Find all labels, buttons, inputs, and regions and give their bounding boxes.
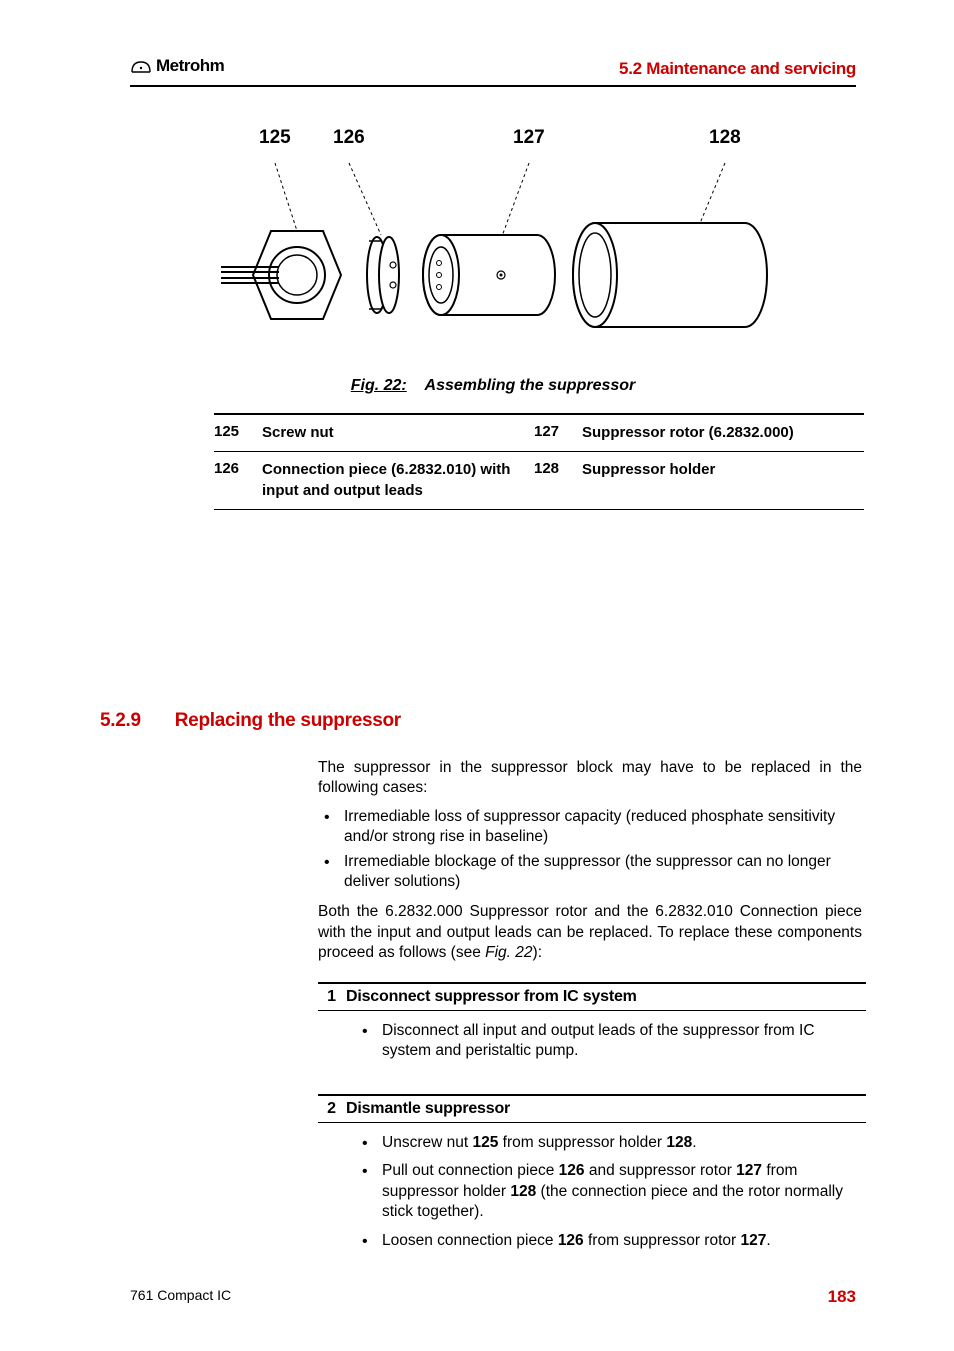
step-block: 2Dismantle suppressor Unscrew nut 125 fro… [318,1094,866,1265]
part-num: 125 [214,423,262,443]
section-title: Replacing the suppressor [175,710,401,732]
text-run: and suppressor rotor [585,1162,737,1179]
page-header: Metrohm 5.2 Maintenance and servicing [130,56,856,87]
step-title: Disconnect suppressor from IC system [346,988,637,1006]
list-item: Disconnect all input and output leads of… [356,1021,866,1062]
figure-caption-tag: Fig. 22: [351,377,407,394]
page-footer: 761 Compact IC 183 [130,1287,856,1307]
step-number: 1 [318,988,346,1006]
text-run: 127 [740,1232,766,1249]
text-run: Loosen connection piece [382,1232,558,1249]
part-desc: Screw nut [262,423,534,443]
table-row: 126 Connection piece (6.2832.010) with i… [214,452,864,510]
text-run: Both the 6.2832.000 Suppressor rotor and… [318,903,862,961]
text-run: 127 [736,1162,762,1179]
body-text: The suppressor in the suppressor block m… [318,758,862,964]
list-item: Irremediable loss of suppressor capacity… [318,807,862,848]
footer-model: 761 Compact IC [130,1287,231,1307]
text-run: 128 [510,1183,536,1200]
step-body: Unscrew nut 125 from suppressor holder 1… [318,1123,866,1265]
logo-icon [130,58,152,74]
figure-reference: Fig. 22 [485,944,532,961]
text-run: . [692,1134,696,1151]
step-block: 1Disconnect suppressor from IC systemDis… [318,982,866,1076]
list-item: Loosen connection piece 126 from suppres… [356,1231,866,1251]
table-row: 125 Screw nut 127 Suppressor rotor (6.28… [214,415,864,452]
figure-caption: Fig. 22: Assembling the suppressor [351,377,636,395]
part-desc: Suppressor holder [582,460,854,501]
text-run: from suppressor holder [498,1134,666,1151]
figure-area: 125 126 127 128 [130,127,856,395]
paragraph: Both the 6.2832.000 Suppressor rotor and… [318,902,862,963]
step-list: Unscrew nut 125 from suppressor holder 1… [356,1133,866,1251]
part-num: 126 [214,460,262,501]
text-run: . [766,1232,770,1249]
text-run: Pull out connection piece [382,1162,559,1179]
bullet-list: Irremediable loss of suppressor capacity… [318,807,862,893]
text-run: ): [533,944,542,961]
suppressor-diagram [213,157,773,355]
step-number: 2 [318,1100,346,1118]
paragraph: The suppressor in the suppressor block m… [318,758,862,799]
step-body: Disconnect all input and output leads of… [318,1011,866,1076]
list-item: Unscrew nut 125 from suppressor holder 1… [356,1133,866,1153]
parts-table: 125 Screw nut 127 Suppressor rotor (6.28… [214,413,864,510]
step-header: 2Dismantle suppressor [318,1094,866,1123]
header-title: 5.2 Maintenance and servicing [619,59,856,79]
logo-text: Metrohm [156,56,224,76]
part-num: 127 [534,423,582,443]
callout-126: 126 [333,127,365,149]
text-run: 125 [472,1134,498,1151]
step-list: Disconnect all input and output leads of… [356,1021,866,1062]
step-title: Dismantle suppressor [346,1100,510,1118]
text-run: from suppressor rotor [584,1232,741,1249]
part-desc: Connection piece (6.2832.010) with input… [262,460,534,501]
text-run: 126 [559,1162,585,1179]
figure-callout-labels: 125 126 127 128 [213,127,773,157]
figure-caption-text: Assembling the suppressor [425,377,636,394]
callout-125: 125 [259,127,291,149]
callout-128: 128 [709,127,741,149]
text-run: 126 [558,1232,584,1249]
step-header: 1Disconnect suppressor from IC system [318,982,866,1011]
text-run: Unscrew nut [382,1134,472,1151]
list-item: Irremediable blockage of the suppressor … [318,852,862,893]
section-number: 5.2.9 [100,710,141,732]
page-number: 183 [828,1287,856,1307]
logo: Metrohm [130,56,224,76]
part-num: 128 [534,460,582,501]
list-item: Pull out connection piece 126 and suppre… [356,1161,866,1222]
part-desc: Suppressor rotor (6.2832.000) [582,423,854,443]
text-run: 128 [666,1134,692,1151]
callout-127: 127 [513,127,545,149]
section-heading: 5.2.9 Replacing the suppressor [100,710,856,732]
